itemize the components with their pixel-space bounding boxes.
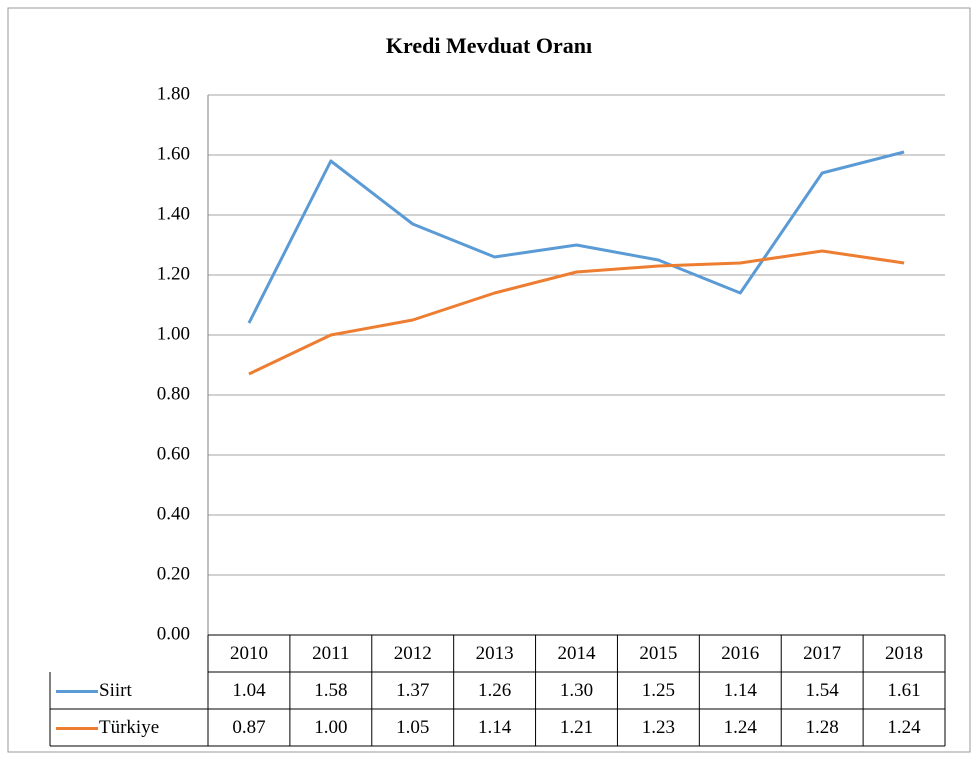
data-label: 1.24 [724,717,758,738]
y-tick-label: 0.40 [157,503,190,524]
y-tick-label: 1.60 [157,143,190,164]
data-label: 1.23 [642,717,675,738]
data-label: 1.58 [314,680,347,701]
x-tick-label: 2015 [639,643,677,664]
x-tick-label: 2016 [721,643,759,664]
x-tick-label: 2018 [885,643,923,664]
y-tick-label: 1.80 [157,83,190,104]
y-tick-label: 0.00 [157,623,190,644]
x-tick-label: 2011 [312,643,349,664]
data-label: 0.87 [232,717,265,738]
data-label: 1.30 [560,680,593,701]
data-label: 1.61 [887,680,920,701]
data-label: 1.24 [887,717,921,738]
x-tick-label: 2013 [476,643,514,664]
x-tick-label: 2012 [394,643,432,664]
x-tick-label: 2014 [558,643,597,664]
data-label: 1.04 [232,680,266,701]
data-label: 1.14 [724,680,758,701]
data-label: 1.14 [478,717,512,738]
x-tick-label: 2010 [230,643,268,664]
data-label: 1.05 [396,717,429,738]
x-tick-label: 2017 [803,643,841,664]
series-line [247,150,905,324]
data-label: 1.26 [478,680,511,701]
data-label: 1.28 [806,717,839,738]
chart-border [7,7,971,753]
data-label: 1.00 [314,717,347,738]
legend-label: Türkiye [99,717,159,738]
y-tick-label: 0.20 [157,563,190,584]
data-label: 1.21 [560,717,593,738]
y-tick-label: 0.60 [157,443,190,464]
data-label: 1.37 [396,680,429,701]
y-tick-label: 1.20 [157,263,190,284]
data-label: 1.25 [642,680,675,701]
legend-label: Siirt [99,680,132,701]
y-tick-label: 0.80 [157,383,190,404]
chart-title: Kredi Mevduat Oranı [386,33,592,58]
y-tick-label: 1.00 [157,323,190,344]
data-label: 1.54 [806,680,840,701]
series-line [248,249,905,376]
y-tick-label: 1.40 [157,203,190,224]
